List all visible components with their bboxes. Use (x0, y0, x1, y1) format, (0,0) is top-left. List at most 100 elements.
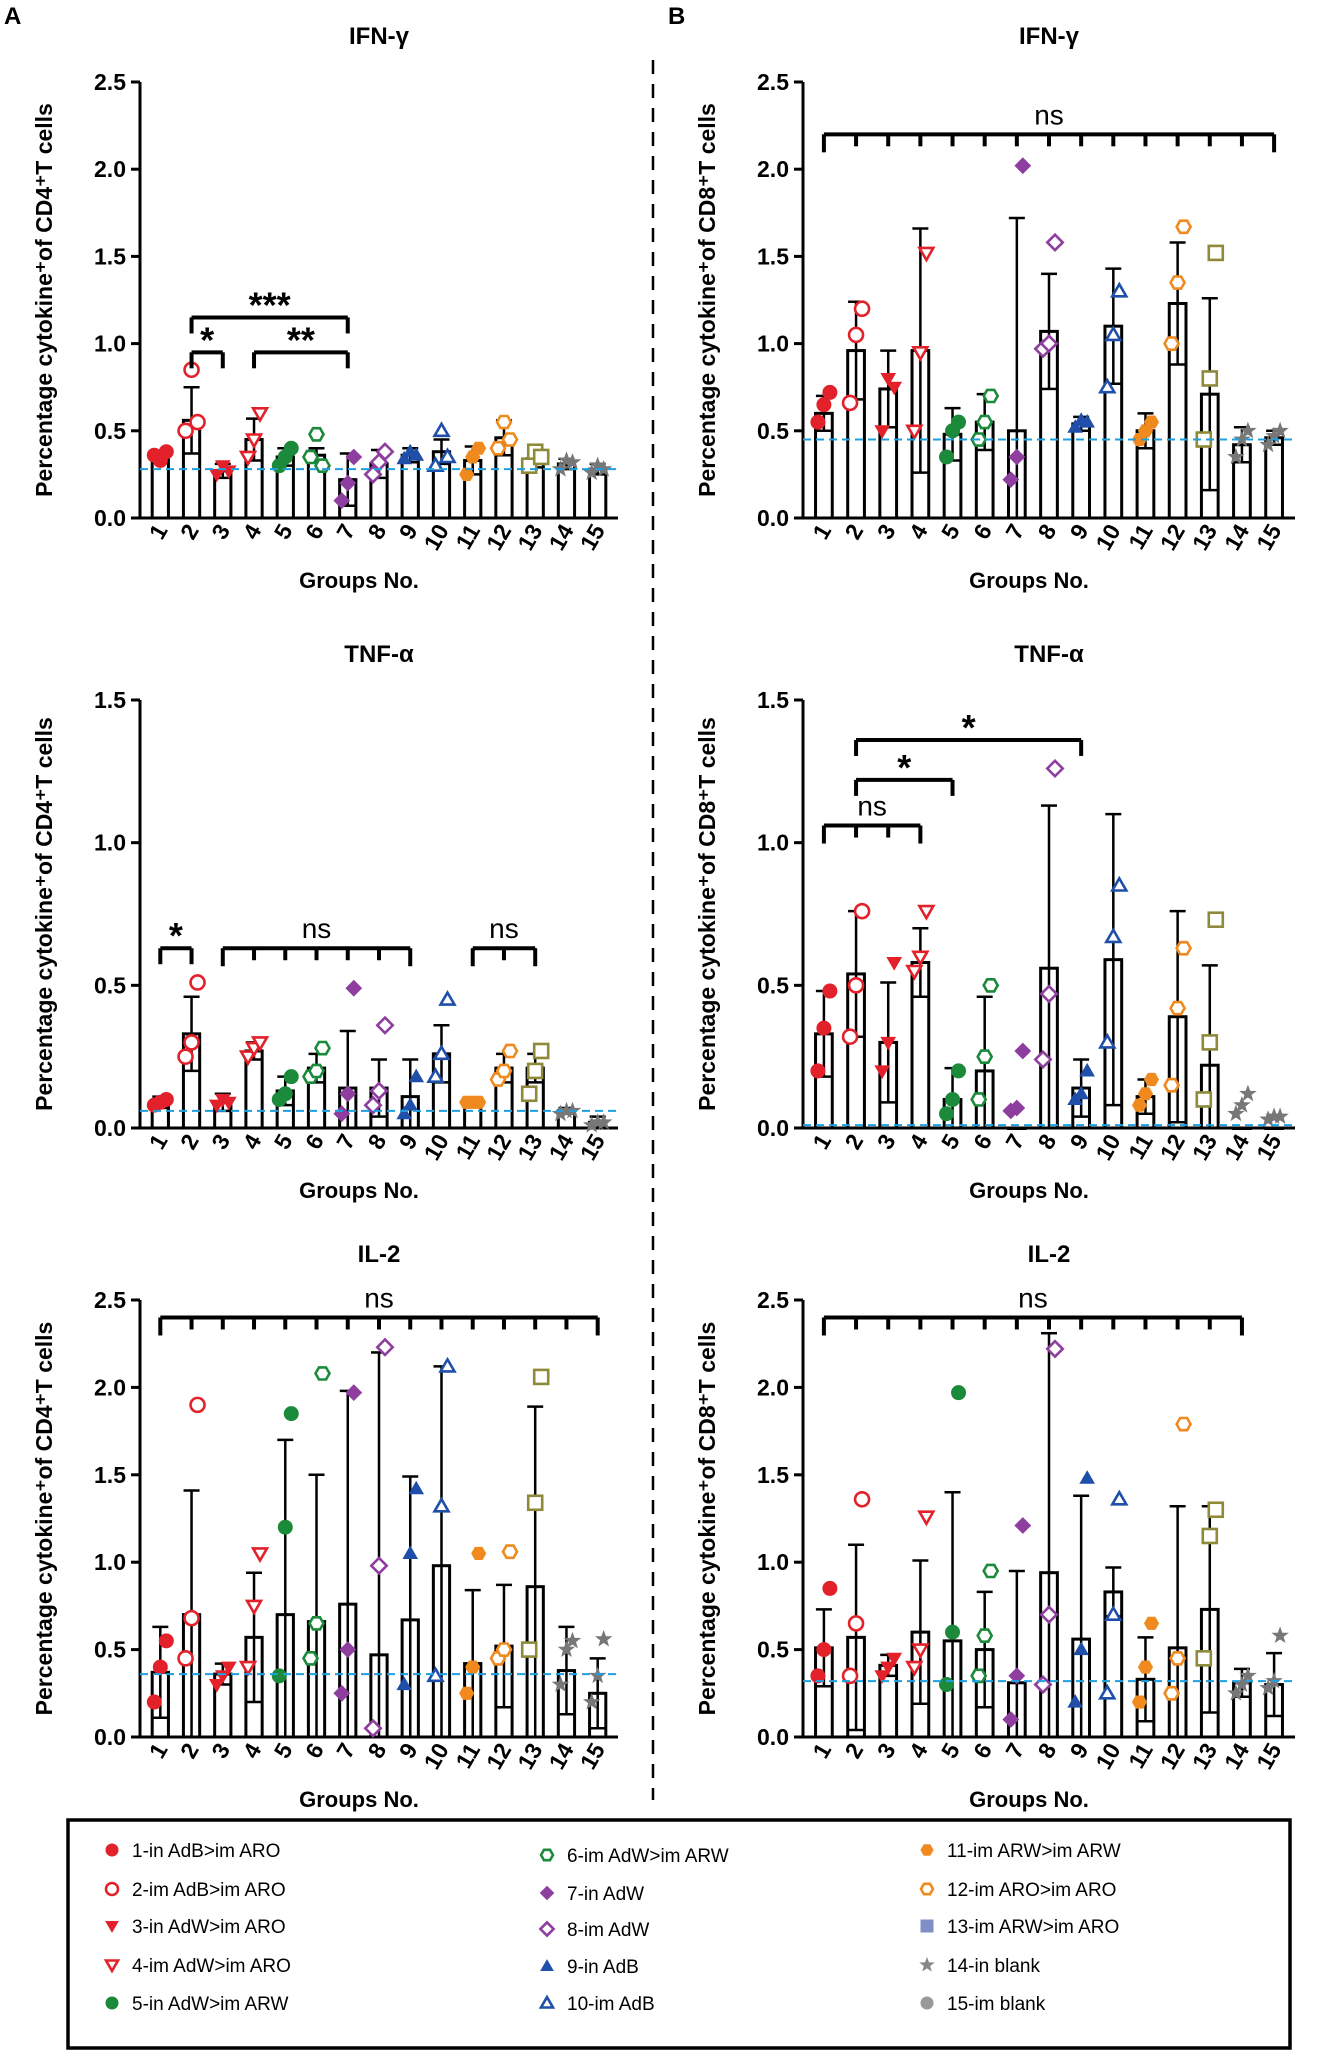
sig-label: * (897, 747, 911, 788)
data-point (1195, 1091, 1213, 1108)
sig-label: ns (857, 791, 887, 822)
data-point (1169, 275, 1187, 290)
y-tick-label: 0.5 (94, 972, 126, 998)
x-tick-label: 11 (1123, 519, 1158, 553)
data-point (459, 1686, 475, 1700)
data-point (1098, 1032, 1117, 1049)
data-point (582, 463, 601, 481)
x-tick-label: 6 (300, 1739, 329, 1763)
chart-A1: IFN-γ 0.0 0.5 1.0 1.5 2.0 2.5 Percentage cytoki… (31, 23, 618, 593)
sig-label: * (169, 915, 183, 956)
data-point (1137, 1660, 1154, 1674)
x-tick-label: 9 (394, 1739, 423, 1763)
data-point (396, 1676, 413, 1691)
legend-label: 1-in AdB>im ARO (132, 1841, 280, 1862)
data-point (471, 1095, 487, 1109)
data-point (1271, 1107, 1289, 1125)
x-tick-label: 6 (968, 1739, 997, 1763)
data-point (313, 1366, 332, 1381)
x-tick-label: 14 (1219, 1129, 1254, 1164)
data-point (816, 1642, 832, 1658)
legend-label: 10-im AdB (567, 1994, 655, 2015)
data-point (520, 1641, 538, 1658)
data-point (532, 1042, 550, 1060)
data-point (886, 1652, 903, 1667)
data-point (1163, 1685, 1181, 1701)
data-point (1195, 1650, 1213, 1667)
chart-A2: TNF-α 0.0 0.5 1.0 1.5 Percentage cytokine⁺of … (31, 641, 618, 1203)
chart-title: TNF-α (1014, 641, 1084, 668)
x-tick-label: 13 (512, 1130, 547, 1165)
data-point (1201, 1527, 1219, 1545)
data-point (432, 421, 451, 438)
legend-item: 3-in AdW>im ARO (105, 1917, 286, 1938)
legend-label: 8-im AdW (567, 1920, 649, 1941)
data-point (333, 492, 351, 510)
data-point (1073, 1641, 1089, 1656)
x-axis-label: Groups No. (299, 568, 419, 593)
data-point (520, 1085, 538, 1103)
x-tick-label: 12 (481, 1130, 516, 1165)
bar (1264, 436, 1284, 520)
x-tick-label: 1 (807, 519, 836, 543)
data-point (1233, 1096, 1251, 1113)
x-tick-label: 7 (331, 1739, 360, 1763)
data-point (1073, 1085, 1089, 1100)
y-axis-label: Percentage cytokine⁺of CD4⁺T cells (31, 1322, 57, 1716)
x-tick-label: 3 (206, 1739, 235, 1763)
x-tick-label: 4 (904, 1738, 933, 1762)
x-tick-label: 10 (1090, 1739, 1125, 1774)
data-point (314, 1040, 331, 1056)
x-tick-label: 15 (575, 1738, 610, 1773)
data-point (277, 1086, 293, 1102)
y-tick-label: 2.0 (94, 1374, 126, 1400)
data-point (822, 983, 838, 999)
data-point (244, 1599, 264, 1616)
y-tick-label: 2.5 (94, 69, 126, 95)
data-point (438, 1356, 457, 1373)
legend-item: 8-im AdW (538, 1920, 649, 1941)
x-tick-label: 2 (175, 1739, 204, 1763)
data-point (1131, 1695, 1148, 1709)
data-point (551, 1675, 570, 1693)
x-tick-label: 3 (872, 1130, 901, 1154)
data-point (1239, 421, 1257, 439)
legend-label: 13-im ARW>im ARO (947, 1917, 1119, 1938)
legend-item: 10-im AdB (538, 1994, 655, 2015)
x-tick-label: 7 (1000, 1130, 1029, 1154)
legend-label: 9-in AdB (567, 1957, 639, 1978)
data-point (308, 426, 325, 442)
x-tick-label: 14 (543, 1738, 578, 1773)
x-tick-label: 15 (575, 1129, 610, 1164)
data-point (594, 460, 613, 477)
sig-label: ns (489, 913, 519, 944)
x-tick-label: 1 (144, 1738, 173, 1762)
legend-label: 6-im AdW>im ARW (567, 1846, 729, 1867)
data-point (847, 326, 865, 344)
data-point (1227, 1684, 1245, 1701)
x-tick-label: 11 (450, 1738, 485, 1772)
circle-filled-icon (920, 1996, 934, 2010)
data-point (911, 950, 930, 967)
data-point (146, 1694, 162, 1710)
data-point (1014, 157, 1032, 175)
data-point (970, 1092, 988, 1107)
y-tick-label: 1.5 (94, 1462, 126, 1488)
x-tick-label: 1 (144, 1129, 173, 1153)
x-tick-label: 10 (1090, 1130, 1125, 1165)
x-tick-label: 13 (1187, 1739, 1222, 1774)
chart-title: IL-2 (358, 1241, 401, 1268)
x-tick-label: 3 (206, 520, 235, 544)
bar (400, 453, 420, 520)
data-point (1014, 1517, 1032, 1534)
x-tick-label: 9 (394, 1130, 423, 1154)
y-axis-label: Percentage cytokine⁺of CD4⁺T cells (31, 103, 57, 497)
data-point (816, 1020, 832, 1036)
data-point (976, 414, 994, 430)
data-point (1098, 1683, 1117, 1700)
data-point (905, 1660, 924, 1677)
data-point (375, 442, 395, 462)
data-point (345, 448, 363, 466)
data-point (880, 1661, 897, 1676)
y-tick-label: 2.5 (757, 69, 789, 95)
